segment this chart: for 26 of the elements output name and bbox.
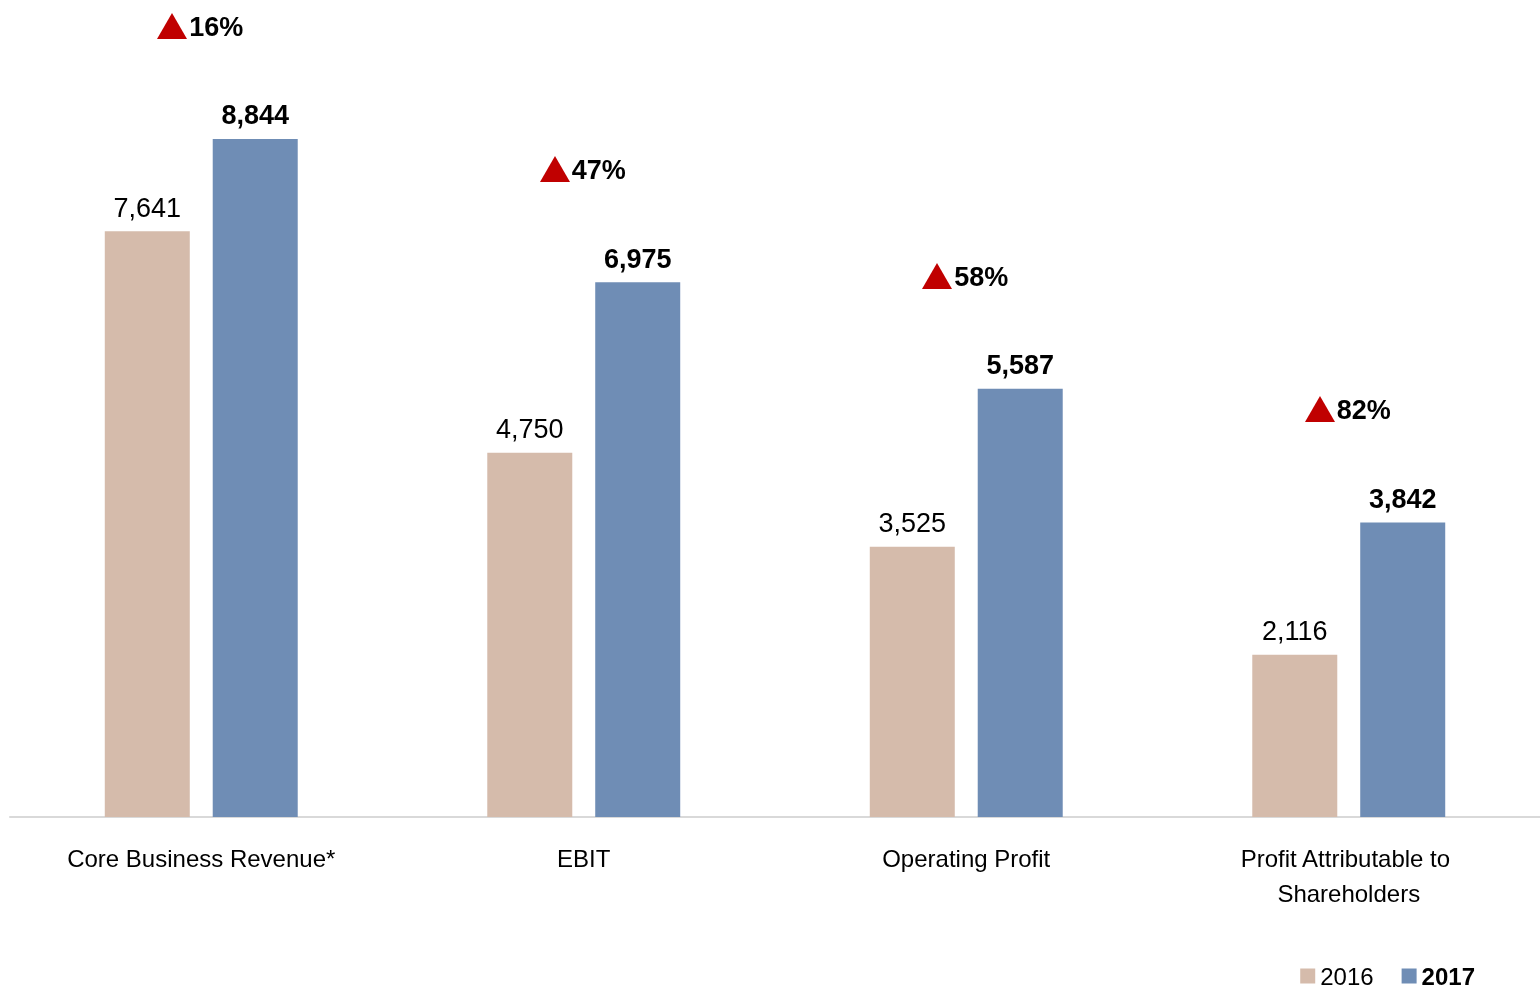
data-label: 2,116 bbox=[1261, 616, 1328, 647]
data-label: 6,975 bbox=[603, 243, 672, 274]
bar bbox=[212, 138, 298, 817]
annotation: 82% bbox=[1336, 395, 1391, 426]
data-label: 3,525 bbox=[878, 508, 947, 539]
bar bbox=[1360, 522, 1446, 817]
x-tick-label: EBIT bbox=[557, 845, 611, 872]
annotation: 47% bbox=[571, 155, 626, 186]
legend-label: 2016 bbox=[1320, 962, 1374, 990]
x-tick-label: Profit Attributable to Shareholders bbox=[1240, 845, 1457, 907]
text: 16% bbox=[189, 11, 244, 42]
data-label: 5,587 bbox=[986, 350, 1055, 381]
data-label: 3,842 bbox=[1368, 483, 1437, 514]
bar bbox=[1252, 654, 1338, 817]
bar bbox=[595, 282, 681, 817]
annotation: 58% bbox=[954, 261, 1009, 292]
data-label: 7,641 bbox=[113, 192, 182, 223]
bar bbox=[869, 546, 955, 817]
bar bbox=[104, 231, 190, 817]
data-label: 4,750 bbox=[495, 414, 564, 445]
x-tick-label: Operating Profit bbox=[882, 845, 1051, 872]
legend-label: 2017 bbox=[1421, 962, 1475, 990]
bar bbox=[977, 388, 1063, 817]
bar bbox=[487, 452, 573, 817]
data-label: 8,844 bbox=[221, 100, 290, 131]
x-tick-label: Core Business Revenue* bbox=[67, 845, 336, 872]
